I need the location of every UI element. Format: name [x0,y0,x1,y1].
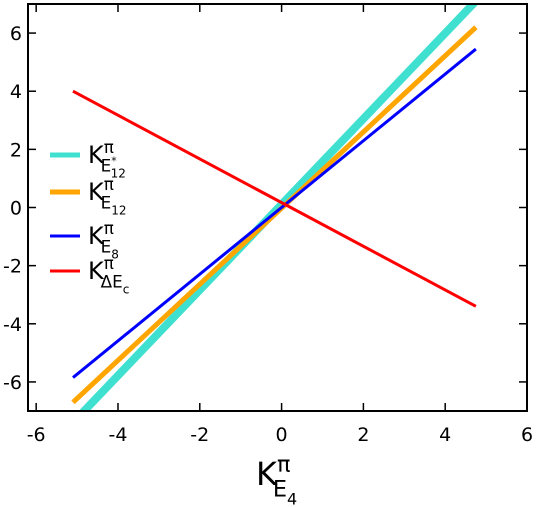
x-axis-label: Kπ E4 [256,452,297,507]
series-line [72,47,477,379]
y-tick-label: 0 [10,198,22,220]
legend-label: Kπ E12 [88,174,127,218]
y-tick-label: -4 [3,314,22,336]
legend-label: Kπ E* 12 [88,137,126,181]
x-tick-label: -6 [27,424,46,446]
legend-label-sub: ΔE [101,272,123,292]
legend-label-sub: E [101,156,112,176]
legend-label: Kπ ΔEc [88,253,129,297]
legend-label-sup: π [104,174,114,194]
x-tick-label: 6 [521,424,533,446]
legend-label-sup: π [104,218,114,238]
series-line [72,89,477,308]
y-tick-label: 2 [10,139,22,161]
legend-label-main: K [88,178,105,206]
y-tick-label: -2 [3,256,22,278]
x-tick-label: 2 [357,424,369,446]
x-axis-label-sup: π [277,452,290,478]
legend-label-sup: π [104,253,114,273]
legend-label-sub: E [101,237,112,257]
legend-label-sub: E [101,193,112,213]
plot-lines [71,4,479,411]
legend-label-subsub: 8 [111,248,119,262]
legend-label: Kπ E8 [88,218,119,262]
x-tick-label: -2 [190,424,209,446]
y-tick-label: -6 [3,372,22,394]
x-axis-label-subsub: 4 [287,490,297,507]
x-tick-label: -4 [109,424,128,446]
legend-label-main: K [88,141,105,169]
x-axis-label-main: K [256,455,278,493]
legend-label-sup: π [104,137,114,157]
y-tick-label: 6 [10,23,22,45]
x-axis-label-sub: E [273,477,287,503]
legend-label-subsub: 12 [111,204,126,218]
legend-label-subsub: 12 [111,167,126,181]
x-tick-label: 0 [276,424,288,446]
x-tick-label: 4 [439,424,451,446]
legend-label-main: K [88,222,105,250]
legend-label-subsub: c [123,283,130,297]
legend-label-subsup: * [111,154,117,167]
y-tick-label: 4 [10,81,22,103]
legend-label-main: K [88,257,105,285]
